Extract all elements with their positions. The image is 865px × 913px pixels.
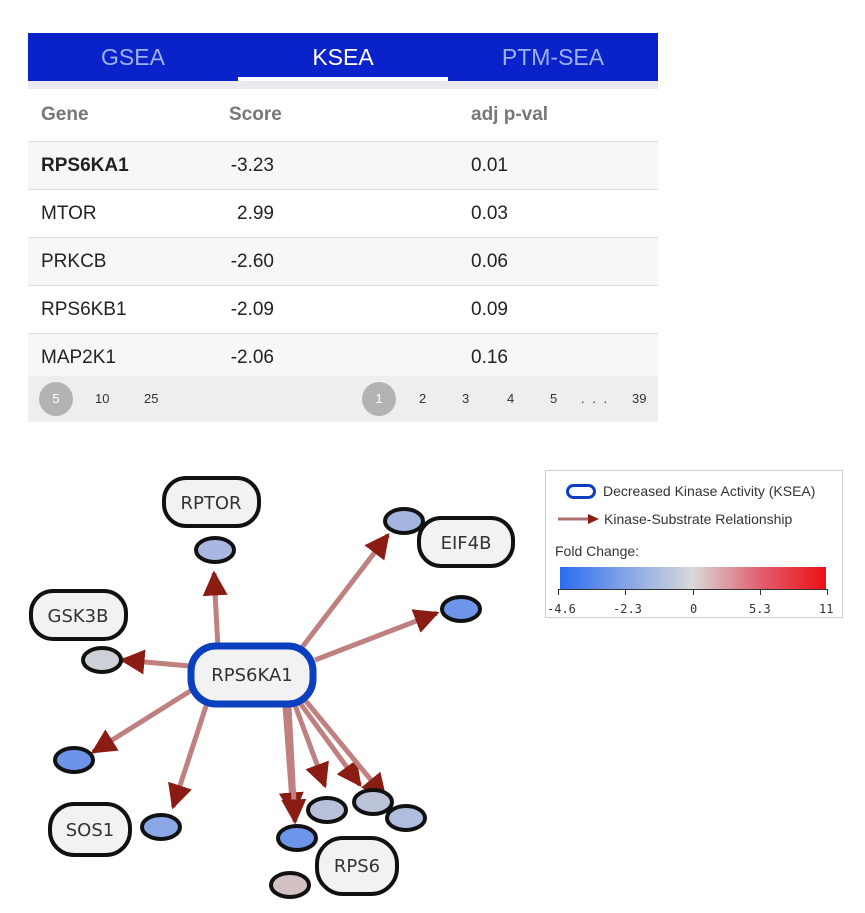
cell-score: -2.09 [230,298,274,320]
cell-gene: MTOR [41,202,97,224]
table-row[interactable]: RPS6KA1 -3.23 0.01 [28,142,658,190]
label-eif4b: EIF4B [441,533,492,554]
page-5[interactable]: 5 [550,391,558,406]
page-last[interactable]: 39 [632,391,647,406]
page-1[interactable]: 1 [362,382,396,416]
tick-label: 11 [819,602,834,616]
legend-edge-label: Kinase-Substrate Relationship [604,511,793,527]
tab-ksea-label: KSEA [312,43,374,70]
tab-ptm-sea[interactable]: PTM-SEA [448,33,658,81]
page-4[interactable]: 4 [507,391,515,406]
edge-right-node[interactable] [314,609,440,663]
legend-fold-change-title: Fold Change: [555,543,640,559]
fold-change-gradient [560,567,826,589]
legend-kinase-label: Decreased Kinase Activity (KSEA) [603,483,816,499]
edge-sub-1[interactable] [292,704,329,789]
cell-pval: 0.03 [471,202,508,224]
arrow-right-icon [558,514,599,524]
cell-gene: RPS6KA1 [41,154,129,176]
label-rptor: RPTOR [180,493,241,514]
tick-label: 0 [690,602,698,616]
page-size-25[interactable]: 25 [144,391,159,406]
substrate-node[interactable] [440,595,482,623]
results-table: Gene Score adj p-val RPS6KA1 -3.23 0.01 … [28,89,658,382]
header-score[interactable]: Score [229,104,282,125]
gene-node-gsk3b[interactable] [29,589,128,641]
pagination-bar: 5 10 25 1 2 3 4 5 . . . 39 [28,376,658,422]
label-sos1: SOS1 [66,820,114,841]
substrate-node[interactable] [306,796,348,824]
label-gsk3b: GSK3B [48,606,109,627]
cell-score: -2.60 [230,250,274,272]
kinase-node-rps6ka1[interactable] [187,642,317,708]
table-row[interactable]: MTOR 2.99 0.03 [28,190,658,238]
cell-gene: MAP2K1 [41,346,116,368]
table-row[interactable]: RPS6KB1 -2.09 0.09 [28,286,658,334]
edge-left-node[interactable] [90,685,197,755]
tick-label: 5.3 [749,602,771,616]
substrate-node[interactable] [81,646,123,674]
cell-pval: 0.01 [471,154,508,176]
header-adj-pval[interactable]: adj p-val [471,104,549,125]
page-size-10[interactable]: 10 [95,391,110,406]
edge-sos1[interactable] [168,702,210,810]
cell-score: -2.06 [230,346,274,368]
tab-ptm-sea-label: PTM-SEA [501,43,605,70]
tab-bar: GSEA KSEA PTM-SEA [28,33,658,81]
tab-divider [28,81,658,89]
table-row[interactable]: MAP2K1 -2.06 0.16 [28,334,658,382]
substrate-node[interactable] [276,824,318,852]
tab-gsea[interactable]: GSEA [28,33,238,81]
cell-pval: 0.09 [471,298,508,320]
cell-gene: PRKCB [41,250,107,272]
edge-gsk3b[interactable] [119,649,191,675]
substrate-node[interactable] [383,507,425,535]
substrate-node[interactable] [140,813,182,841]
substrate-node[interactable] [352,788,394,816]
header-gene[interactable]: Gene [41,104,89,125]
cell-pval: 0.06 [471,250,508,272]
label-rps6ka1: RPS6KA1 [211,665,293,686]
tick-label: -4.6 [547,602,576,616]
page-ellipsis: . . . [581,391,610,406]
page-3[interactable]: 3 [462,391,470,406]
cell-pval: 0.16 [471,346,508,368]
edge-eif4b[interactable] [298,533,390,652]
page-2[interactable]: 2 [419,391,427,406]
table-row[interactable]: PRKCB -2.60 0.06 [28,238,658,286]
edge-sub-3[interactable] [303,698,387,799]
tick-label: -2.3 [613,602,642,616]
substrate-node[interactable] [385,804,427,832]
substrate-node[interactable] [269,871,311,899]
substrate-node[interactable] [53,746,95,774]
fold-change-axis [558,589,828,596]
edge-rps6-b[interactable] [281,705,307,825]
cell-score: 2.99 [237,202,274,224]
legend: Decreased Kinase Activity (KSEA) Kinase-… [545,470,843,618]
gene-node-rptor[interactable] [162,476,261,528]
substrate-node[interactable] [194,536,236,564]
table-header: Gene Score adj p-val [28,89,658,142]
tab-gsea-label: GSEA [101,43,165,70]
edge-sub-2[interactable] [297,701,363,788]
edge-rptor[interactable] [202,570,228,649]
gene-node-eif4b[interactable] [417,516,515,568]
gene-node-sos1[interactable] [48,802,132,857]
tab-ksea[interactable]: KSEA [238,33,448,81]
label-rps6: RPS6 [334,856,380,877]
cell-score: -3.23 [230,154,274,176]
kinase-ring-icon [566,484,596,499]
gene-node-rps6[interactable] [315,836,399,896]
page-size-5[interactable]: 5 [39,382,73,416]
cell-gene: RPS6KB1 [41,298,127,320]
